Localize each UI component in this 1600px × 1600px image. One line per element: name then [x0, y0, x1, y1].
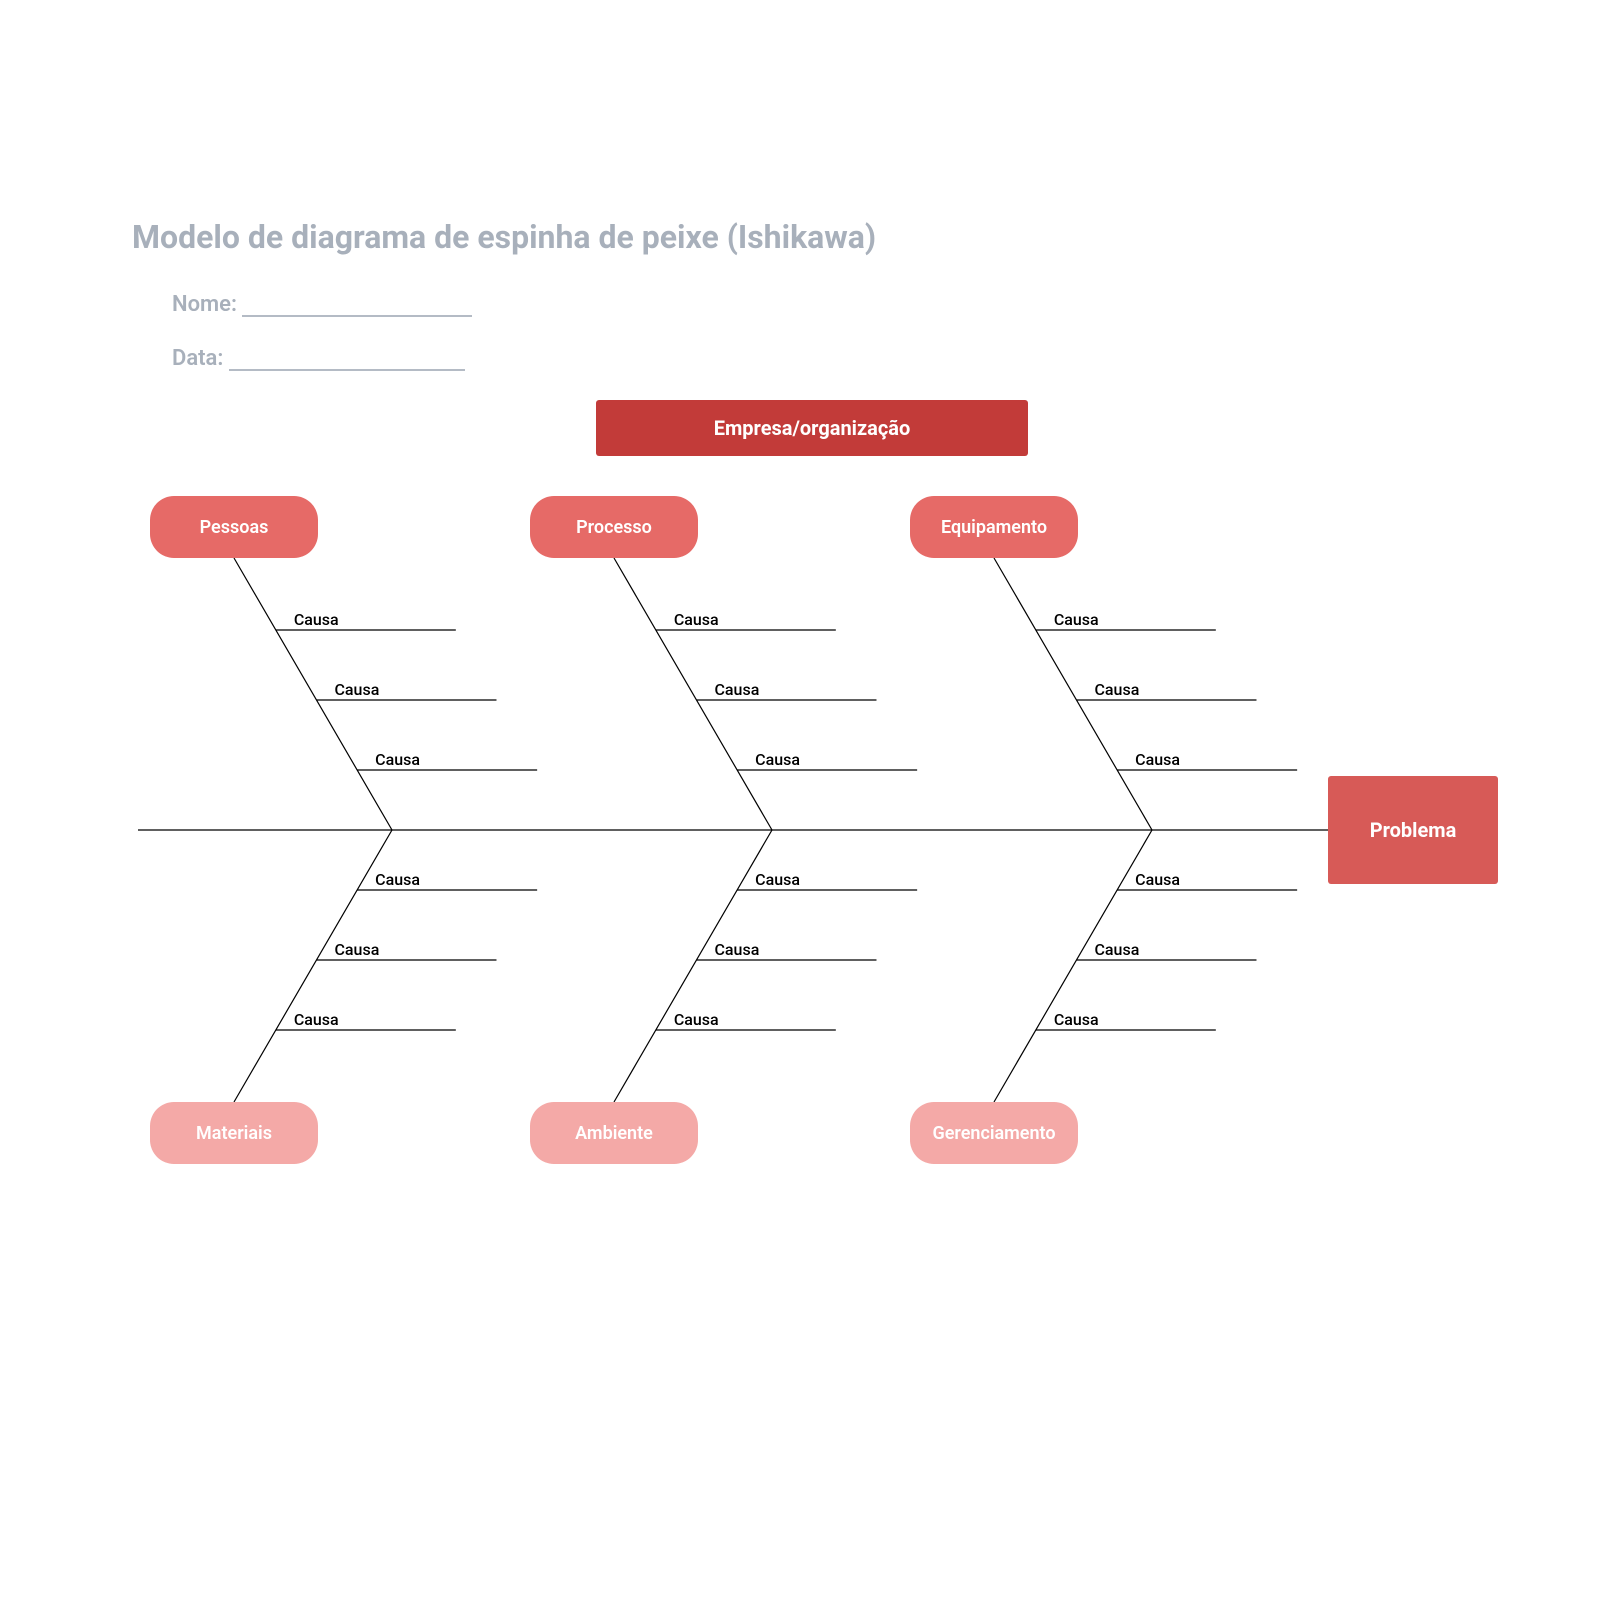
cause-label: Causa	[755, 870, 800, 889]
cause-label: Causa	[1094, 680, 1139, 699]
cause-label: Causa	[1135, 870, 1180, 889]
category-pill-label: Materiais	[196, 1123, 272, 1144]
cause-label: Causa	[294, 610, 339, 629]
cause-label: Causa	[294, 1010, 339, 1029]
cause-label: Causa	[1135, 750, 1180, 769]
category-pill-label: Ambiente	[575, 1123, 653, 1144]
category-pill: Processo	[530, 496, 698, 558]
category-pill-label: Pessoas	[200, 517, 269, 538]
cause-label: Causa	[375, 750, 420, 769]
cause-label: Causa	[714, 940, 759, 959]
meta-date-label: Data:	[172, 346, 223, 371]
meta-name-label: Nome:	[172, 292, 237, 317]
category-pill-label: Equipamento	[941, 517, 1047, 538]
cause-label: Causa	[714, 680, 759, 699]
problem-box-label: Problema	[1370, 818, 1457, 842]
category-pill-label: Gerenciamento	[932, 1123, 1055, 1144]
cause-label: Causa	[1094, 940, 1139, 959]
meta-name: Nome:	[172, 292, 472, 317]
header-box-label: Empresa/organização	[714, 416, 911, 440]
category-pill: Pessoas	[150, 496, 318, 558]
header-box: Empresa/organização	[596, 400, 1028, 456]
meta-date: Data:	[172, 346, 465, 371]
category-pill: Materiais	[150, 1102, 318, 1164]
fishbone-diagram: { "type": "fishbone", "background_color"…	[0, 0, 1600, 1600]
cause-label: Causa	[674, 610, 719, 629]
cause-label: Causa	[375, 870, 420, 889]
category-pill-label: Processo	[576, 517, 652, 538]
cause-label: Causa	[334, 940, 379, 959]
category-pill: Gerenciamento	[910, 1102, 1078, 1164]
meta-date-line	[229, 347, 465, 371]
cause-label: Causa	[1054, 1010, 1099, 1029]
cause-label: Causa	[334, 680, 379, 699]
diagram-title: Modelo de diagrama de espinha de peixe (…	[132, 218, 876, 256]
category-pill: Ambiente	[530, 1102, 698, 1164]
category-pill: Equipamento	[910, 496, 1078, 558]
cause-label: Causa	[755, 750, 800, 769]
problem-box: Problema	[1328, 776, 1498, 884]
cause-label: Causa	[674, 1010, 719, 1029]
cause-label: Causa	[1054, 610, 1099, 629]
meta-name-line	[242, 293, 472, 317]
